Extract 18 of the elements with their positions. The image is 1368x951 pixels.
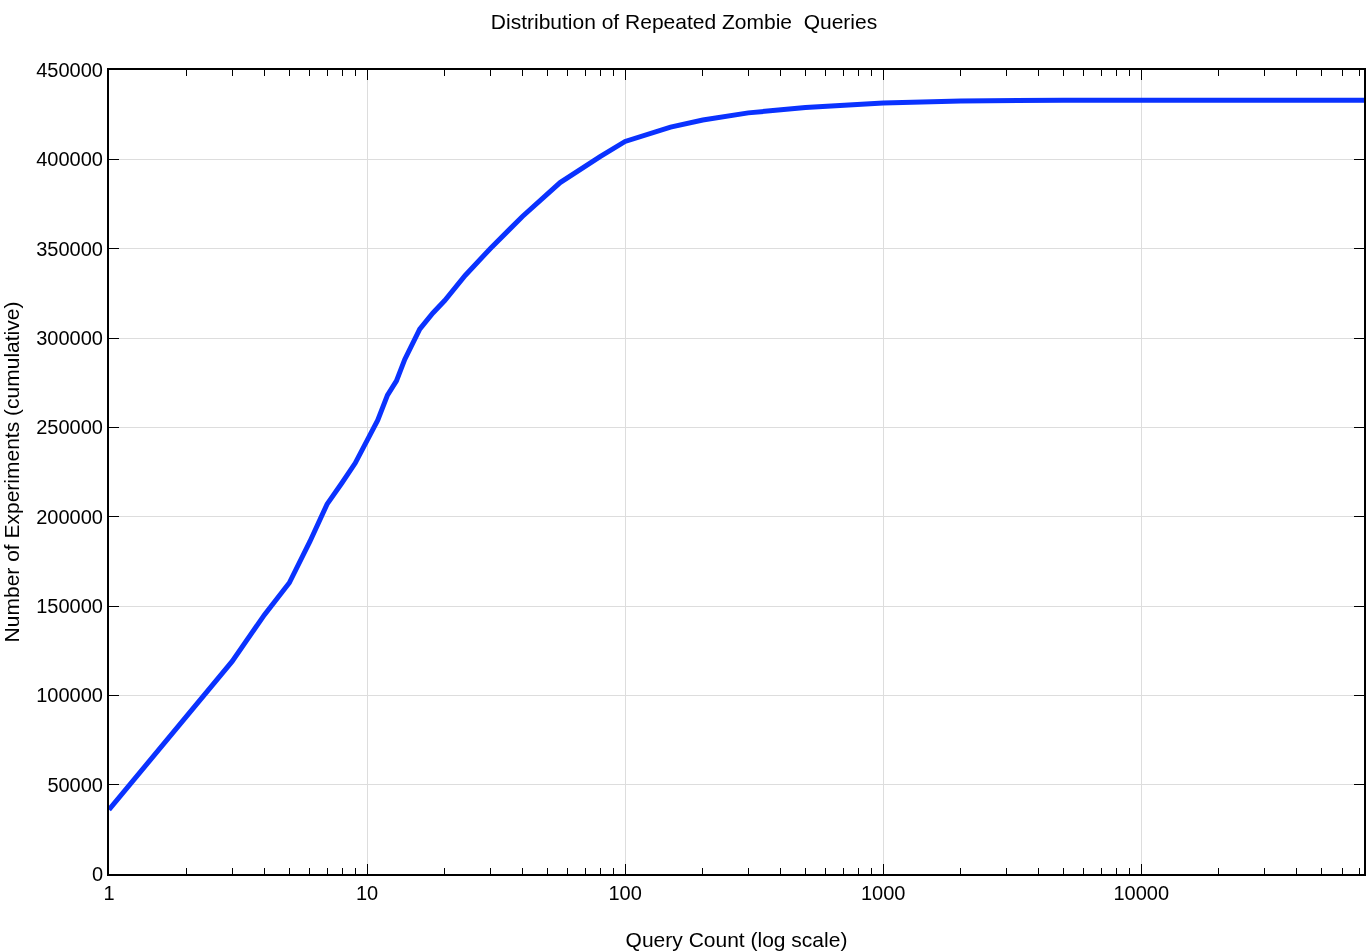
- y-tick-label: 200000: [36, 505, 103, 528]
- y-tick-label: 100000: [36, 684, 103, 707]
- x-tick-label: 10000: [1113, 882, 1170, 904]
- y-tick-label: 250000: [36, 416, 103, 439]
- y-tick-label: 300000: [36, 327, 103, 349]
- x-tick-label: 10: [355, 882, 379, 904]
- x-tick-label: 1000: [860, 882, 906, 904]
- y-tick-label: 50000: [47, 773, 103, 796]
- x-tick-label: 1: [103, 882, 115, 904]
- y-axis-title: Number of Experiments (cumulative): [0, 301, 23, 643]
- y-tick-label: 350000: [36, 237, 103, 260]
- x-axis-title: Query Count (log scale): [625, 928, 848, 951]
- y-tick-label: 450000: [36, 59, 103, 81]
- x-tick-label: 100: [608, 882, 642, 904]
- y-tick-label: 150000: [36, 595, 103, 617]
- y-tick-label: 400000: [36, 148, 103, 171]
- chart-title: Distribution of Repeated Zombie Queries: [490, 9, 878, 33]
- y-tick-label: 0: [91, 863, 103, 885]
